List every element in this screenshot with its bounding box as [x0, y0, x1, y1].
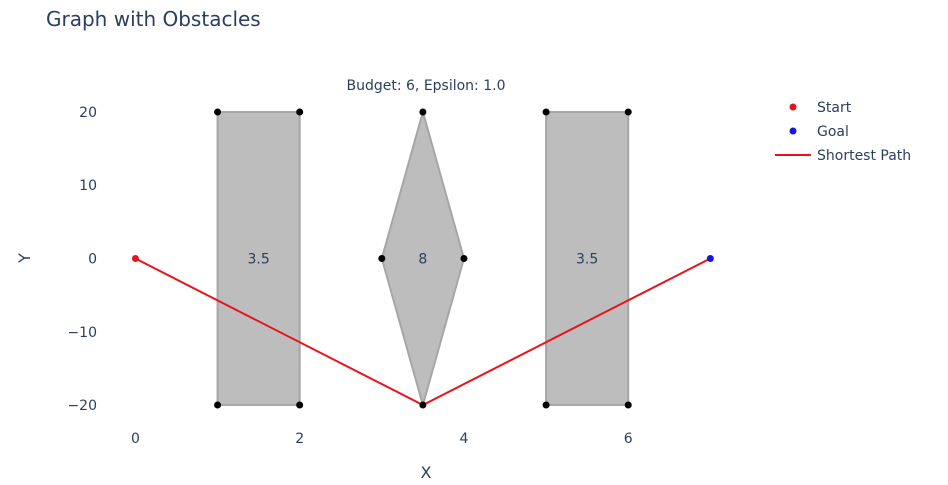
obstacle-2-vertex-4 [378, 255, 386, 262]
obstacle-3-label: 3.5 [576, 252, 598, 268]
start-point [131, 255, 139, 262]
obstacle-3-vertex-1 [542, 108, 550, 116]
obstacle-3-vertex-2 [624, 108, 632, 116]
obstacle-3-vertex-4 [542, 401, 550, 409]
obstacle-2-label: 8 [418, 252, 427, 268]
legend-goal-marker [789, 127, 797, 135]
y-tick-label: 10 [79, 178, 97, 194]
x-tick-label: 0 [131, 431, 140, 447]
x-tick-label: 4 [459, 431, 468, 447]
obstacle-1-vertex-1 [214, 108, 222, 116]
plot-area: 3.5 8 3.5 0 2 4 6 20 10 0 −10 −20 [67, 105, 714, 447]
chart-title: Graph with Obstacles [46, 7, 261, 31]
obstacle-2-vertex-1 [419, 108, 427, 116]
obstacle-1-vertex-4 [214, 401, 222, 409]
x-tick-label: 6 [624, 431, 633, 447]
obstacle-1-vertex-2 [296, 108, 304, 116]
legend-goal-label: Goal [817, 124, 849, 140]
obstacle-3-vertex-3 [624, 401, 632, 409]
y-tick-label: −10 [67, 325, 97, 341]
obstacle-2-vertex-3 [419, 401, 427, 409]
legend: Start Goal Shortest Path [775, 100, 911, 164]
x-axis-title: X [421, 463, 432, 482]
legend-start-marker [789, 103, 797, 111]
legend-shortest-path-label: Shortest Path [817, 148, 911, 164]
obstacle-1-vertex-3 [296, 401, 304, 409]
obstacle-2-vertex-2 [460, 255, 468, 262]
y-tick-label: 20 [79, 105, 97, 121]
chart-annotation: Budget: 6, Epsilon: 1.0 [346, 78, 505, 94]
y-axis-title: Y [15, 253, 34, 264]
obstacle-1-label: 3.5 [247, 252, 269, 268]
legend-start-label: Start [817, 100, 852, 116]
goal-point [706, 255, 714, 262]
x-tick-label: 2 [295, 431, 304, 447]
y-tick-label: −20 [67, 398, 97, 414]
y-tick-label: 0 [88, 252, 97, 268]
